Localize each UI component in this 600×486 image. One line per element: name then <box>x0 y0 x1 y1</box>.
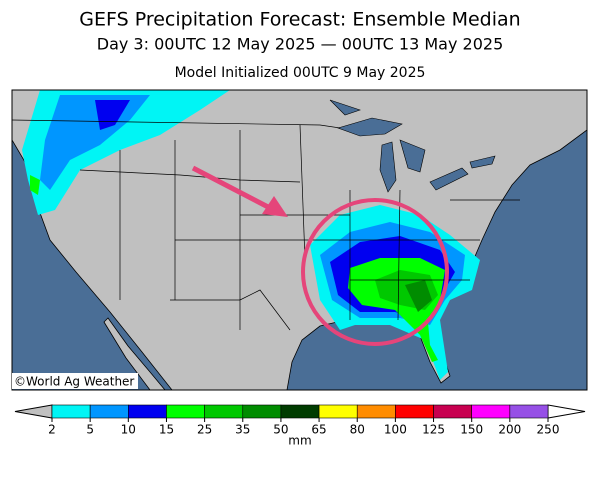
over-triangle <box>547 404 586 419</box>
color-bin <box>128 404 167 419</box>
tick-label: 150 <box>460 423 483 437</box>
tick-label: 35 <box>235 423 250 437</box>
color-bin <box>318 404 358 419</box>
tick-label: 200 <box>498 423 521 437</box>
init-time: Model Initialized 00UTC 9 May 2025 <box>175 65 426 81</box>
subtitle: Day 3: 00UTC 12 May 2025 — 00UTC 13 May … <box>97 35 504 54</box>
color-bin <box>242 404 282 419</box>
title: GEFS Precipitation Forecast: Ensemble Me… <box>79 9 520 31</box>
unit-label: mm <box>288 434 311 448</box>
color-bin <box>166 404 205 419</box>
tick-label: 10 <box>121 423 136 437</box>
map: ©World Ag Weather <box>11 89 588 391</box>
color-bin <box>356 404 396 419</box>
tick-label: 125 <box>422 423 445 437</box>
color-bin <box>471 404 511 419</box>
tick-label: 100 <box>384 423 407 437</box>
under-triangle <box>14 404 53 419</box>
tick-label: 80 <box>350 423 365 437</box>
tick-label: 25 <box>197 423 212 437</box>
color-bin <box>280 404 320 419</box>
color-bin <box>509 404 549 419</box>
color-bin <box>51 404 91 419</box>
credit: ©World Ag Weather <box>14 375 134 389</box>
tick-label: 250 <box>537 423 560 437</box>
precip <box>22 90 480 380</box>
great-lakes <box>329 99 496 193</box>
color-bin <box>433 404 472 419</box>
borders <box>12 119 520 331</box>
credit-box <box>12 373 138 389</box>
baja <box>103 317 166 390</box>
tick-label: 2 <box>48 423 56 437</box>
tick-label: 15 <box>159 423 174 437</box>
tick-label: 65 <box>311 423 326 437</box>
color-bin <box>395 404 434 419</box>
tick-label: 50 <box>273 423 288 437</box>
color-bin <box>89 404 129 419</box>
annotation <box>191 165 449 346</box>
tick-label: 5 <box>86 423 94 437</box>
color-bin <box>204 404 244 419</box>
